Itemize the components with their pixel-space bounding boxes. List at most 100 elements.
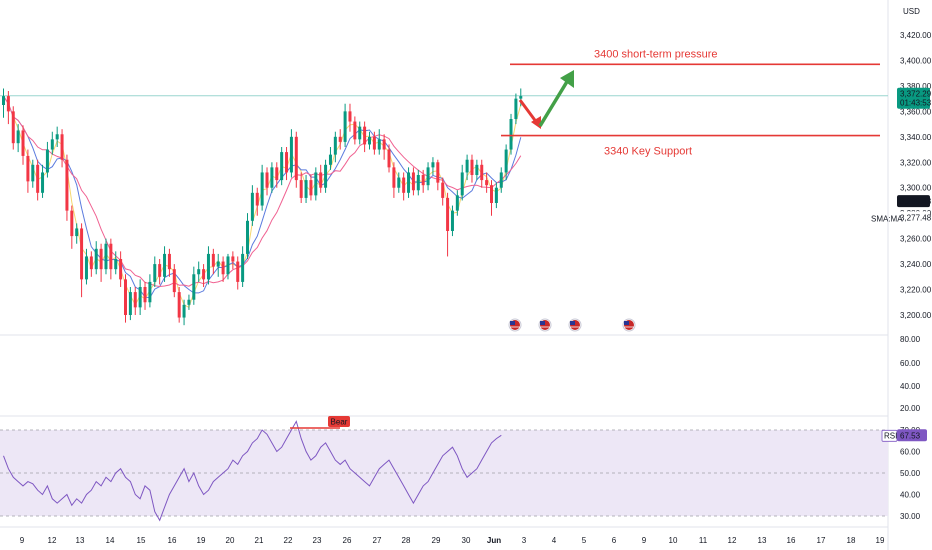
candle-body (499, 172, 503, 188)
candle-body (216, 261, 220, 267)
time-tick-label: 27 (373, 536, 382, 545)
bar-countdown: 01:43:53 (900, 99, 932, 108)
candle-body (153, 264, 157, 282)
candle-body (314, 172, 318, 196)
candle-body (475, 164, 479, 175)
candle-body (236, 261, 240, 282)
candle-body (36, 164, 40, 193)
candle-body (148, 281, 152, 303)
candle-body (368, 136, 371, 145)
oscillator-tick: 20.00 (900, 404, 921, 413)
candle-body (94, 248, 98, 270)
ma-blue-line (3, 95, 522, 299)
rsi-value: 67.53 (900, 431, 921, 440)
candle-body (255, 192, 259, 206)
candle-body (133, 292, 137, 308)
time-tick-label: 17 (817, 536, 826, 545)
candle-body (446, 197, 450, 231)
time-axis[interactable]: 9 12 13 14 15 16 19 20 21 22 23 26 27 28 29 30 Jun 3 4 5 6 9 1… (20, 536, 885, 545)
down-arrow-shaft (518, 99, 539, 124)
candle-body (294, 136, 298, 181)
price-tick-label: 3,200.00 (900, 311, 932, 320)
price-tick-label: 3,220.00 (900, 286, 932, 295)
candle-body (431, 162, 435, 168)
sma-badge (897, 211, 930, 223)
candle-body (89, 256, 93, 270)
rsi-tick: 60.00 (900, 448, 921, 457)
candle-body (333, 136, 337, 155)
candle-body (324, 164, 328, 188)
candle-body (119, 259, 123, 280)
candle-body (441, 182, 445, 198)
candle-body (519, 96, 523, 99)
time-tick-label: 12 (48, 536, 57, 545)
resistance-label: 3400 short-term pressure (594, 48, 718, 60)
time-tick-label: 4 (552, 536, 557, 545)
candle-body (172, 269, 176, 293)
candle-body (167, 253, 171, 270)
rsi-value-badge (897, 429, 927, 442)
candle-body (158, 264, 162, 277)
time-tick-label: 20 (226, 536, 235, 545)
price-tick-label: 3,260.00 (900, 235, 932, 244)
sma-caption: SMA:MA (871, 214, 903, 223)
candle-body (372, 136, 376, 150)
flag-canton (510, 321, 515, 325)
candle-body (348, 111, 352, 122)
time-tick-label: 13 (76, 536, 85, 545)
candle-body (50, 139, 54, 150)
price-tick-label: 3,420.00 (900, 31, 932, 40)
us-flag-icon[interactable] (622, 318, 636, 332)
candle-body (241, 253, 245, 282)
candle-body (480, 164, 484, 181)
candle-body (6, 96, 10, 112)
candle-body (206, 253, 210, 280)
candle-body (104, 243, 108, 270)
candle-body (363, 126, 367, 145)
price-axis[interactable]: USD 3,420.00 3,400.00 3,380.00 3,360.00 3,340… (871, 7, 932, 521)
candle-body (65, 159, 69, 211)
ma-pink-line (3, 95, 522, 288)
us-flag-icon[interactable] (508, 318, 522, 332)
candle-body (377, 139, 381, 150)
bear-badge (328, 416, 350, 427)
projection-arrows (518, 70, 574, 129)
candle-body (114, 259, 118, 270)
candle-body (187, 299, 191, 305)
rsi-tick: 30.00 (900, 512, 921, 521)
candle-body (226, 256, 230, 275)
up-arrow-head (560, 70, 574, 88)
candle-body (202, 269, 206, 280)
time-tick-label: 9 (20, 536, 25, 545)
last-price-value: 3,372.29 (900, 90, 932, 99)
event-markers[interactable] (508, 318, 636, 332)
time-tick-label: 15 (137, 536, 146, 545)
candle-body (70, 210, 74, 237)
us-flag-icon[interactable] (538, 318, 552, 332)
candle-body (265, 172, 269, 188)
time-tick-label: 28 (402, 536, 411, 545)
candle-body (402, 177, 406, 193)
candles (2, 88, 523, 326)
candle-body (490, 185, 493, 203)
time-tick-label: 3 (522, 536, 527, 545)
candle-body (124, 279, 127, 315)
candle-body (328, 154, 332, 165)
candle-body (299, 180, 303, 198)
candle-body (26, 155, 30, 182)
price-tick-label: 3,360.00 (900, 107, 932, 116)
time-tick-label: 9 (642, 536, 647, 545)
rsi-pane: Bear (0, 416, 888, 522)
candle-body (2, 96, 5, 105)
down-arrow-head (531, 116, 541, 129)
flag-canton (570, 321, 575, 325)
candle-body (138, 287, 142, 308)
us-flag-icon[interactable] (568, 318, 582, 332)
bear-label: Bear (331, 418, 348, 427)
candle-body (353, 121, 357, 140)
candle-body (221, 261, 225, 275)
price-tick-label: 3,400.00 (900, 56, 932, 65)
candle-body (163, 253, 167, 277)
candle-body (514, 98, 518, 119)
